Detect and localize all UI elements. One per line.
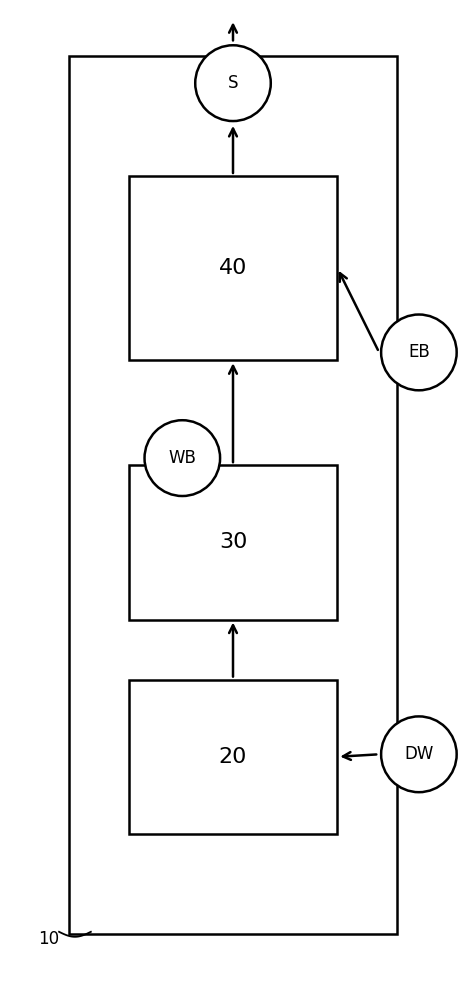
- Text: 20: 20: [219, 747, 247, 767]
- Circle shape: [381, 716, 457, 792]
- Circle shape: [195, 45, 271, 121]
- Text: DW: DW: [404, 745, 433, 763]
- Text: 10: 10: [39, 930, 60, 948]
- Bar: [128, 176, 337, 360]
- Text: WB: WB: [169, 449, 196, 467]
- Text: 40: 40: [219, 258, 247, 278]
- Text: S: S: [228, 74, 238, 92]
- Bar: [69, 56, 397, 934]
- Circle shape: [381, 315, 457, 390]
- Bar: [128, 465, 337, 620]
- Text: 30: 30: [219, 532, 247, 552]
- Text: EB: EB: [408, 343, 430, 361]
- Circle shape: [144, 420, 220, 496]
- Bar: [128, 680, 337, 834]
